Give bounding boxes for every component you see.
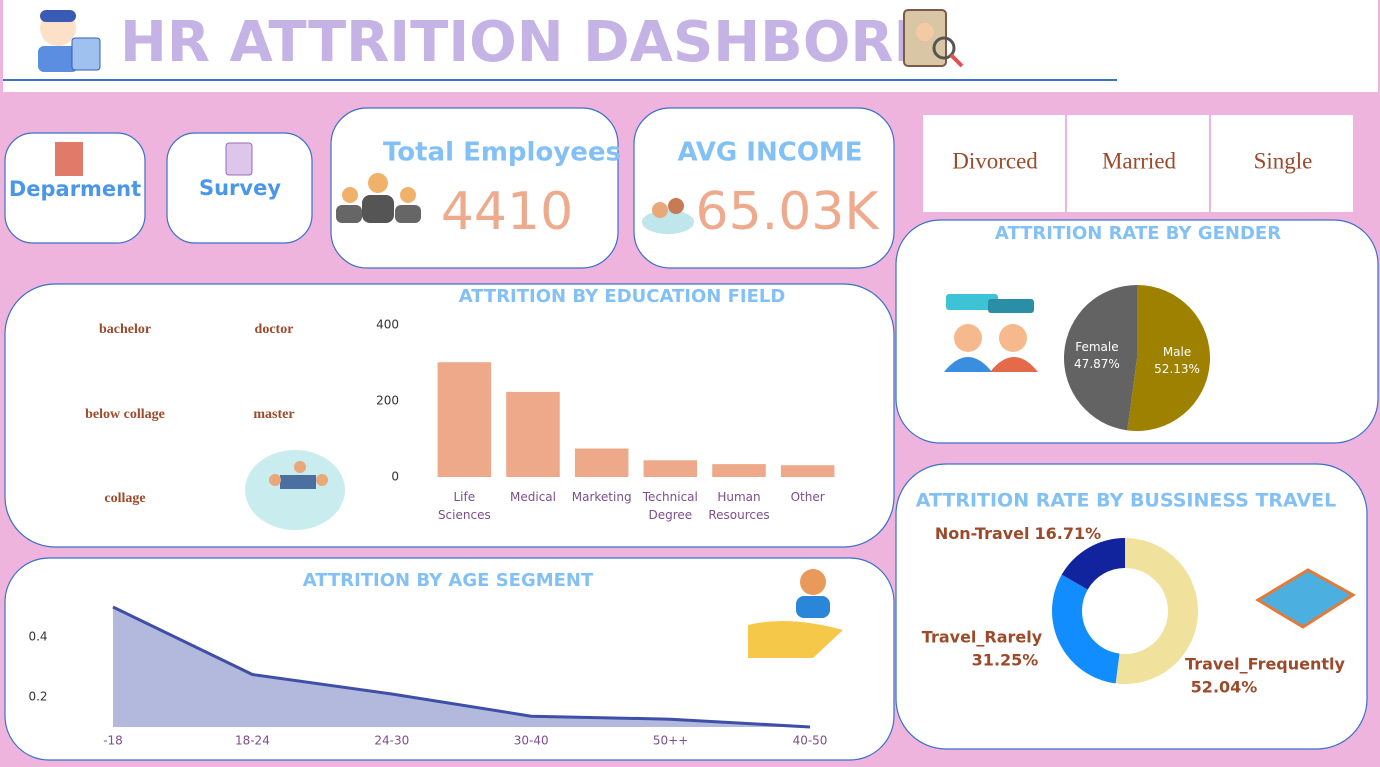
slicer-item[interactable]: Single (1254, 148, 1313, 173)
chart-title: ATTRITION BY EDUCATION FIELD (459, 286, 786, 307)
chart-title: ATTRITION BY AGE SEGMENT (303, 570, 594, 591)
bar (574, 448, 629, 477)
slicer-item[interactable]: bachelor (99, 322, 151, 337)
profile-icon (903, 9, 964, 68)
hand-icon (748, 569, 843, 658)
button-label[interactable]: Deparment (9, 177, 141, 201)
slicer-item[interactable]: master (253, 407, 294, 422)
x-tick-label: Human Resources (708, 490, 770, 522)
kpi-label: Total Employees (383, 138, 621, 168)
marital-slicer (923, 115, 1353, 212)
area-fill (113, 607, 810, 727)
button-label[interactable]: Survey (199, 176, 281, 200)
chart-card (4, 557, 895, 761)
category-name: Travel_Rarely (922, 628, 1043, 647)
x-tick-label: 40-50 (793, 734, 828, 748)
x-tick-label: Technical Degree (642, 490, 698, 522)
donut-slice (1061, 538, 1125, 590)
survey-icon (225, 142, 253, 176)
x-tick-label: Marketing (571, 490, 632, 504)
pie-slice (1064, 285, 1137, 431)
y-tick-label: 400 (376, 318, 399, 332)
department-button[interactable] (4, 132, 146, 244)
x-tick-label: Life Sciences (437, 490, 491, 522)
bar (712, 464, 766, 477)
y-tick-label: 200 (376, 394, 399, 408)
survey-button[interactable] (166, 132, 313, 244)
slicer-item[interactable]: Divorced (952, 148, 1038, 173)
slice-label: Male (1163, 345, 1191, 359)
chart-title: ATTRITION RATE BY BUSSINESS TRAVEL (916, 490, 1337, 512)
building-icon (55, 142, 83, 176)
chat-icon (944, 294, 1038, 372)
value-label: 16.71% (1035, 524, 1102, 543)
slice-value: 47.87% (1074, 357, 1120, 371)
meeting-icon (245, 450, 345, 530)
chart-card (895, 463, 1368, 750)
kpi-card (633, 107, 895, 269)
x-tick-label: 30-40 (514, 734, 549, 748)
dashboard-title: HR ATTRITION DASHBORD (120, 10, 940, 75)
donut-slice (1115, 538, 1199, 684)
bar (506, 391, 560, 477)
slicer-item[interactable]: doctor (255, 322, 294, 337)
medical-icon (1255, 568, 1356, 629)
group-icon (642, 198, 694, 234)
slicer-item[interactable]: below collage (85, 407, 165, 422)
donut-slice (1052, 574, 1120, 684)
chart-title: ATTRITION RATE BY GENDER (995, 223, 1281, 244)
people-icon (336, 173, 421, 223)
bar (780, 465, 835, 477)
header-bar (3, 0, 1378, 92)
kpi-value: 65.03K (696, 182, 881, 242)
x-tick-label: Medical (510, 490, 556, 504)
kpi-card (330, 107, 619, 269)
bar (643, 460, 698, 477)
x-tick-label: 50++ (653, 734, 688, 748)
kpi-value: 4410 (441, 182, 573, 242)
x-tick-label: 24-30 (374, 734, 409, 748)
y-tick-label: 0.4 (28, 630, 47, 644)
kpi-label: AVG INCOME (677, 138, 862, 168)
x-tick-label: -18 (103, 734, 123, 748)
y-tick-label: 0 (391, 470, 399, 484)
category-name: Travel_Frequently (1185, 655, 1345, 674)
slicer-item[interactable]: collage (104, 491, 145, 506)
value-label: 52.04% (1191, 678, 1258, 697)
x-tick-label: Other (790, 490, 825, 504)
bar (437, 362, 492, 477)
slice-label: Female (1075, 340, 1118, 354)
line (112, 605, 811, 729)
y-tick-label: 0.2 (28, 690, 47, 704)
slice-value: 52.13% (1154, 362, 1200, 376)
value-label: 31.25% (972, 651, 1039, 670)
slicer-item[interactable]: Married (1102, 148, 1177, 173)
pie-slice (1127, 285, 1211, 431)
x-tick-label: 18-24 (235, 734, 270, 748)
header-icon (38, 10, 101, 72)
category-name: Non-Travel (935, 524, 1030, 543)
donut-label: Non-Travel 16.71% (935, 524, 1101, 543)
